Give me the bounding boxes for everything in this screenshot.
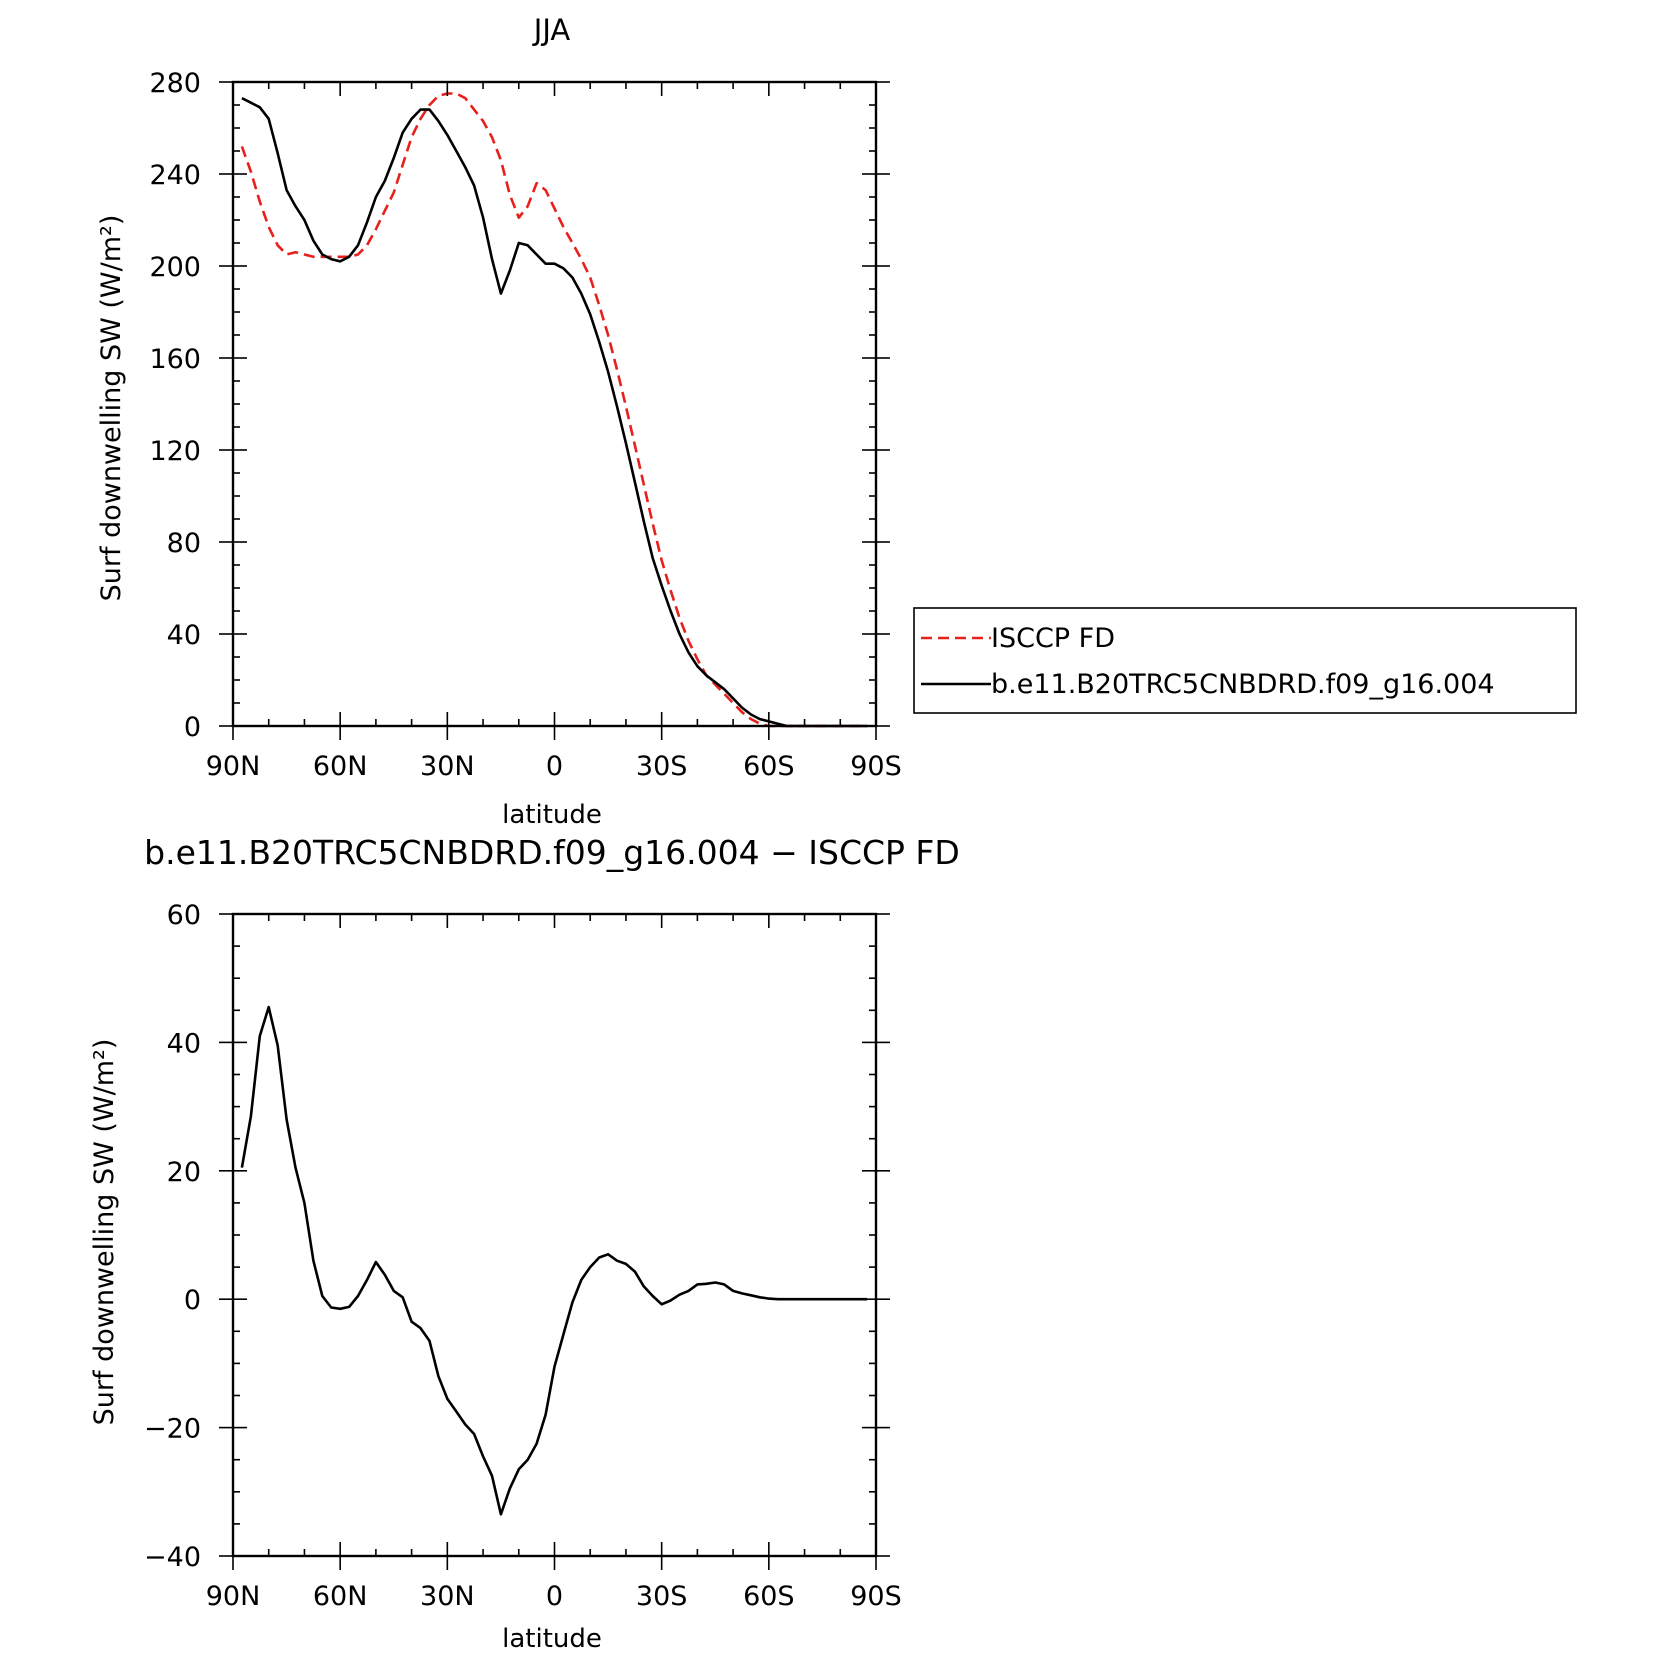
top-y-tick-label: 120 <box>149 436 201 467</box>
bottom-y-tick-label: 40 <box>167 1028 201 1059</box>
top-panel: JJA 90N 60N 30N 0 30S 60S 90S 0 40 80 120 160 200 240… <box>96 13 902 830</box>
top-chart-title: JJA <box>532 13 571 47</box>
bottom-x-tick-label: 90N <box>206 1581 261 1612</box>
legend-box <box>913 607 1577 714</box>
bottom-y-tick-label: 20 <box>167 1157 201 1188</box>
top-x-tick-label: 60S <box>743 751 795 782</box>
bottom-x-tick-label: 30N <box>420 1581 475 1612</box>
top-plot-lines <box>240 92 868 728</box>
top-x-tick-label: 30N <box>420 751 475 782</box>
bottom-x-tick-label: 60S <box>743 1581 795 1612</box>
legend-label-model: b.e11.B20TRC5CNBDRD.f09_g16.004 <box>991 669 1495 700</box>
bottom-x-tick-label: 30S <box>636 1581 688 1612</box>
bottom-x-tick-label: 0 <box>546 1581 563 1612</box>
top-x-tick-label: 30S <box>636 751 688 782</box>
top-x-tick-label: 60N <box>313 751 368 782</box>
bottom-x-axis-label: latitude <box>502 1624 602 1653</box>
bottom-panel: b.e11.B20TRC5CNBDRD.f09_g16.004 − ISCCP … <box>89 833 960 1653</box>
top-y-tick-label: 240 <box>149 160 201 191</box>
bottom-plot-lines <box>240 1005 868 1516</box>
top-y-tick-label: 200 <box>149 252 201 283</box>
bottom-y-tick-label: −20 <box>144 1414 201 1445</box>
bottom-y-tick-label: 60 <box>167 900 201 931</box>
bottom-y-tick-label: −40 <box>144 1542 201 1573</box>
top-y-tick-label: 0 <box>184 712 201 743</box>
top-x-axis-label: latitude <box>502 800 602 830</box>
top-x-tick-label: 0 <box>546 751 563 782</box>
top-x-tick-label: 90N <box>206 751 261 782</box>
top-plot-frame <box>231 80 878 728</box>
bottom-x-tick-label: 60N <box>313 1581 368 1612</box>
bottom-series-line-0 <box>240 1005 868 1516</box>
bottom-x-tick-label: 90S <box>850 1581 902 1612</box>
legend-label-isccp: ISCCP FD <box>991 623 1115 654</box>
bottom-chart-title: b.e11.B20TRC5CNBDRD.f09_g16.004 − ISCCP … <box>144 833 960 872</box>
top-series-line-1 <box>241 96 868 728</box>
bottom-axes: 90N 60N 30N 0 30S 60S 90S −40 −20 0 20 40 60 <box>144 900 902 1612</box>
top-series-line-0 <box>240 92 868 728</box>
bottom-y-axis-label: Surf downwelling SW (W/m²) <box>89 1039 120 1426</box>
bottom-plot-frame <box>231 912 878 1558</box>
top-y-axis-label: Surf downwelling SW (W/m²) <box>96 215 127 602</box>
top-y-tick-label: 40 <box>167 620 201 651</box>
top-axes: 90N 60N 30N 0 30S 60S 90S 0 40 80 120 160 200 240 280 <box>149 68 901 782</box>
top-y-tick-label: 280 <box>149 68 201 99</box>
top-y-tick-label: 160 <box>149 344 201 375</box>
legend: ISCCP FD b.e11.B20TRC5CNBDRD.f09_g16.004 <box>913 607 1577 714</box>
top-x-tick-label: 90S <box>850 751 902 782</box>
top-y-tick-label: 80 <box>167 528 201 559</box>
bottom-y-tick-label: 0 <box>184 1285 201 1316</box>
